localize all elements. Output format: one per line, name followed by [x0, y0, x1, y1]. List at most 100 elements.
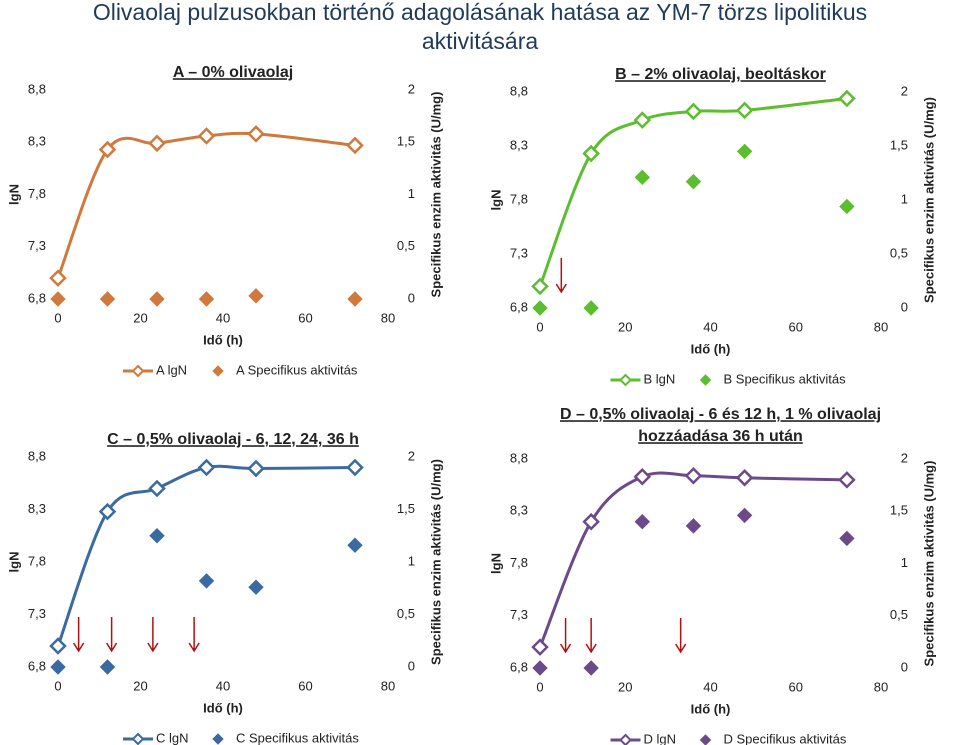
y-tick-label: 6,8: [28, 290, 46, 305]
y-tick-label: 6,8: [510, 299, 528, 314]
activity-point: [634, 513, 651, 530]
activity-point: [839, 198, 855, 215]
y-tick-label: 7,8: [510, 191, 528, 206]
y-tick-label: 8,8: [510, 450, 528, 465]
pulse-arrow: [147, 617, 159, 653]
lgn-point: [735, 101, 754, 120]
y-tick-label: 6,8: [510, 659, 528, 674]
y2-axis-title: Specifikus enzim aktivitás (U/mg): [921, 97, 936, 303]
activity-point: [99, 291, 116, 307]
y-tick-label: 6,8: [28, 658, 46, 673]
activity-point: [149, 291, 165, 307]
panel-title: hozzáadása 36 h után: [638, 428, 803, 445]
lgn-point: [684, 102, 703, 121]
activity-point: [347, 537, 363, 553]
x-tick-label: 20: [618, 679, 632, 694]
activity-point: [198, 573, 215, 589]
y-axis-title: lgN: [6, 552, 21, 573]
y2-tick-label: 1: [408, 186, 415, 201]
y2-tick-label: 2: [901, 450, 908, 465]
legend-label: B Specifikus aktivitás: [724, 371, 847, 386]
y2-tick-label: 2: [408, 448, 415, 463]
y-axis-title: lgN: [488, 553, 503, 574]
y2-tick-label: 0: [408, 290, 415, 305]
activity-point: [685, 173, 702, 190]
panel-title: A – 0% olivaolaj: [173, 64, 293, 81]
legend-marker: [131, 732, 145, 745]
main-title: Olivaolaj pulzusokban történő adagolásán…: [93, 0, 867, 25]
x-tick-label: 60: [789, 319, 803, 334]
x-tick-label: 20: [618, 319, 632, 334]
x-tick-label: 80: [874, 679, 888, 694]
activity-point: [532, 660, 548, 676]
series-line: [538, 471, 847, 648]
x-tick-label: 60: [789, 679, 803, 694]
lgn-point: [838, 471, 856, 489]
y2-tick-label: 1,5: [890, 503, 908, 518]
y2-tick-label: 1: [901, 191, 908, 206]
lgn-point: [346, 458, 364, 477]
y2-axis-title: Specifikus enzim aktivitás (U/mg): [428, 92, 443, 298]
activity-point: [50, 291, 66, 307]
y2-tick-label: 1: [901, 555, 908, 570]
main-title: aktivitására: [422, 28, 539, 54]
y-tick-label: 8,8: [28, 81, 46, 96]
x-tick-label: 60: [298, 310, 312, 325]
x-tick-label: 0: [536, 679, 543, 694]
activity-point: [248, 579, 264, 595]
pulse-arrow: [188, 617, 200, 653]
lgn-point: [98, 502, 117, 521]
y-tick-label: 8,3: [510, 503, 528, 518]
activity-point: [583, 660, 599, 676]
lgn-point: [197, 127, 216, 145]
activity-point: [50, 659, 66, 675]
x-tick-label: 0: [54, 678, 61, 693]
lgn-point: [531, 638, 549, 656]
x-axis-title: Idő (h): [691, 701, 731, 716]
activity-point: [347, 291, 363, 307]
y-tick-label: 7,8: [28, 553, 46, 568]
activity-point: [532, 300, 548, 316]
x-axis-title: Idő (h): [203, 700, 243, 715]
pulse-arrow: [559, 618, 572, 654]
lgn-point: [346, 136, 364, 155]
y2-tick-label: 2: [408, 81, 415, 96]
lgn-point: [633, 467, 652, 486]
y-tick-label: 7,8: [510, 555, 528, 570]
y2-tick-label: 0: [901, 299, 908, 314]
panel-title: D – 0,5% olivaolaj - 6 és 12 h, 1 % oliv…: [560, 406, 881, 423]
x-tick-label: 40: [216, 310, 230, 325]
lgn-point: [531, 277, 549, 296]
lgn-point: [49, 637, 67, 655]
lgn-point: [582, 144, 600, 163]
activity-point: [583, 300, 599, 316]
legend-label: B lgN: [644, 371, 676, 386]
legend-marker: [619, 733, 632, 745]
legend-marker: [131, 364, 145, 378]
x-tick-label: 40: [703, 319, 717, 334]
y2-tick-label: 1,5: [397, 501, 415, 516]
pulse-arrow: [585, 618, 597, 654]
y2-tick-label: 0: [901, 659, 908, 674]
y2-tick-label: 1,5: [890, 137, 908, 152]
x-axis-title: Idő (h): [203, 332, 243, 347]
activity-point: [634, 169, 651, 186]
legend-label: D lgN: [644, 731, 677, 745]
x-axis-title: Idő (h): [691, 341, 731, 356]
legend-marker: [212, 733, 224, 745]
x-tick-label: 20: [133, 310, 147, 325]
pulse-arrow: [105, 617, 118, 653]
y2-axis-title: Specifikus enzim aktivitás (U/mg): [428, 459, 443, 665]
y-tick-label: 7,8: [28, 186, 46, 201]
activity-point: [99, 659, 116, 675]
x-tick-label: 40: [703, 679, 717, 694]
y-tick-label: 7,3: [28, 606, 46, 621]
activity-point: [685, 518, 702, 534]
pulse-arrow: [72, 617, 85, 653]
x-tick-label: 80: [874, 319, 888, 334]
y-tick-label: 8,8: [28, 448, 46, 463]
lgn-point: [49, 269, 67, 287]
y2-tick-label: 0: [408, 658, 415, 673]
y-axis-title: lgN: [488, 190, 503, 211]
